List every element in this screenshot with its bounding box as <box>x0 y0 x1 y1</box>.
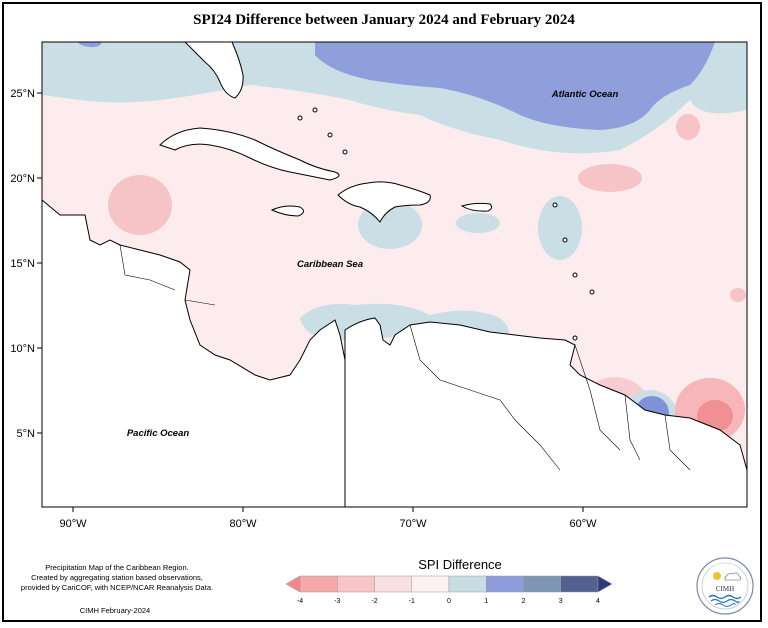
sun-icon <box>713 572 721 580</box>
legend-tick-label: -1 <box>409 598 415 605</box>
cimh-logo-icon: CIMH <box>695 556 755 616</box>
border-venezuela-guyana <box>574 344 621 451</box>
spi-neg-patch-east <box>578 164 642 192</box>
ocean-label-caribbean: Caribbean Sea <box>297 259 363 270</box>
spi-neg-patch-ne <box>676 114 700 140</box>
legend-tick-label: 1 <box>484 598 488 605</box>
land-island-3 <box>572 272 578 278</box>
legend-tick-label: -2 <box>371 598 377 605</box>
lat-label-25: 25°N <box>10 88 35 100</box>
land-south-america <box>344 317 747 507</box>
legend-arrow-high <box>597 575 613 593</box>
footer-line-2: Created by aggregating station based obs… <box>31 573 203 582</box>
footer-description: Precipitation Map of the Caribbean Regio… <box>12 563 222 593</box>
lat-label-10: 10°N <box>10 343 35 355</box>
border-suriname-fg <box>664 414 691 471</box>
map-title: SPI24 Difference between January 2024 an… <box>193 12 575 28</box>
footer-line-1: Precipitation Map of the Caribbean Regio… <box>45 563 189 572</box>
legend-tick-label: 2 <box>522 598 526 605</box>
lon-label-90: 90°W <box>59 518 87 530</box>
spi-small-blue-topleft <box>78 42 102 48</box>
lat-label-15: 15°N <box>10 258 35 270</box>
ocean-label-pacific: Pacific Ocean <box>127 428 190 439</box>
border-ca-1 <box>119 244 176 291</box>
land-florida <box>184 42 244 99</box>
land-island-1 <box>552 202 558 208</box>
land-bahamas-1 <box>312 107 318 113</box>
border-guyana-suriname <box>624 394 641 461</box>
land-bahamas-2 <box>297 115 303 121</box>
legend-tick-label: 3 <box>559 598 563 605</box>
legend-tick-label: 4 <box>596 598 600 605</box>
legend-tick-label: 0 <box>447 598 451 605</box>
legend-swatch <box>560 575 599 593</box>
cloud-icon <box>724 572 742 581</box>
map-border <box>41 41 748 508</box>
legend-swatch <box>411 575 450 593</box>
wave-icon <box>708 594 742 600</box>
legend-colorbar: -4 -3 -2 -1 0 1 2 3 4 <box>285 575 613 605</box>
land-central-america <box>42 199 346 507</box>
footer-credit: CIMH February-2024 <box>79 606 151 615</box>
land-jamaica <box>270 205 304 217</box>
spi-pos-patch-pr <box>456 213 500 233</box>
border-colombia-venezuela <box>409 324 561 471</box>
axis-ticks <box>37 92 584 512</box>
land-bahamas-4 <box>342 149 348 155</box>
border-layer <box>119 244 691 471</box>
legend-swatch <box>337 575 375 593</box>
lat-label-5: 5°N <box>17 428 36 440</box>
lat-label-20: 20°N <box>10 173 35 185</box>
legend-swatch <box>486 575 524 593</box>
legend-swatch <box>374 575 412 593</box>
spi-neg-patch-yucatan <box>108 175 172 235</box>
legend-tick-label: -3 <box>334 598 340 605</box>
spi-atlantic-high <box>315 42 715 130</box>
lon-label-80: 80°W <box>229 518 257 530</box>
spi-neg-patch-e <box>730 288 746 302</box>
land-trinidad <box>572 335 578 341</box>
lon-label-70: 70°W <box>399 518 427 530</box>
land-hispaniola <box>337 181 431 223</box>
logo-text: CIMH <box>716 585 734 593</box>
legend-swatch <box>523 575 561 593</box>
legend-title: SPI Difference <box>418 557 502 572</box>
lon-label-60: 60°W <box>569 518 597 530</box>
legend-swatch <box>448 575 487 593</box>
border-ca-2 <box>184 299 216 306</box>
land-cuba <box>159 127 340 181</box>
legend-arrow-low <box>285 575 301 593</box>
spi-pos-patch-antilles <box>538 196 582 260</box>
land-island-4 <box>589 289 595 295</box>
land-island-2 <box>562 237 568 243</box>
legend-swatch <box>299 575 338 593</box>
footer-line-3: provided by CariCOF, with NCEP/NCAR Rean… <box>20 583 214 592</box>
land-bahamas-3 <box>327 132 333 138</box>
land-layer <box>42 42 747 507</box>
legend-tick-label: -4 <box>297 598 303 605</box>
figure-frame <box>2 2 762 622</box>
land-puerto-rico <box>460 202 493 212</box>
ocean-label-atlantic: Atlantic Ocean <box>551 89 619 100</box>
